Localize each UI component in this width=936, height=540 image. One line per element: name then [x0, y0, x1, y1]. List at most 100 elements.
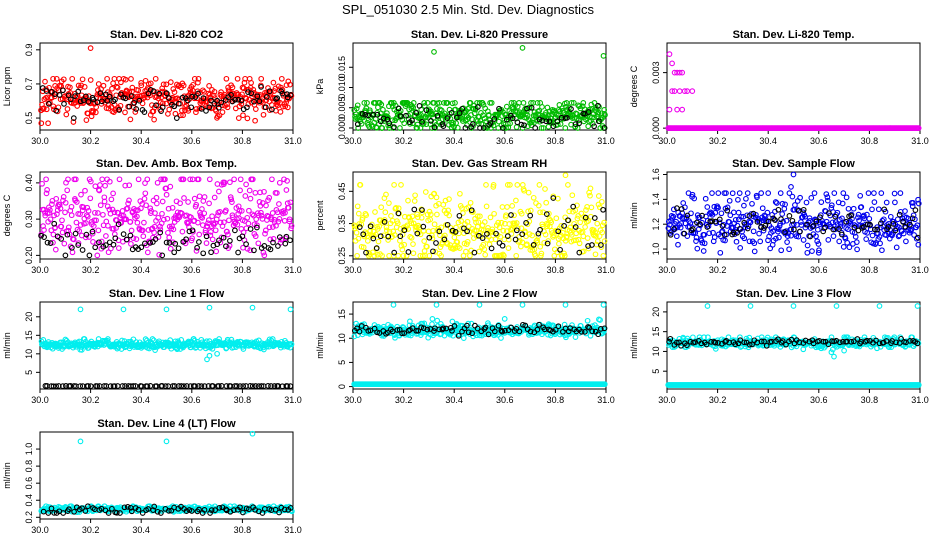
secondary-point [128, 93, 135, 99]
x-tick-label: 30.6 [496, 136, 514, 146]
y-axis-label: degrees C [629, 65, 639, 107]
y-tick-label: 0.5 [24, 112, 34, 125]
primary-point [182, 107, 188, 114]
primary-point [765, 190, 772, 196]
secondary-point [354, 121, 361, 128]
primary-point [804, 249, 811, 256]
x-tick-label: 30.8 [861, 395, 879, 405]
secondary-point [409, 117, 415, 124]
primary-point [797, 194, 803, 201]
secondary-point [56, 92, 63, 98]
primary-point [244, 115, 251, 122]
primary-point [126, 89, 133, 95]
secondary-point [208, 249, 214, 256]
secondary-point [228, 92, 234, 98]
primary-point [700, 248, 707, 254]
secondary-point [518, 121, 525, 128]
primary-point [594, 220, 601, 227]
primary-point [125, 200, 131, 207]
primary-point [42, 78, 48, 85]
x-tick-label: 30.8 [547, 395, 565, 405]
primary-point [135, 176, 142, 183]
primary-point [355, 210, 362, 217]
primary-point [61, 240, 68, 247]
primary-point [138, 82, 145, 89]
primary-point [525, 189, 532, 196]
primary-point [853, 239, 860, 245]
primary-point [572, 334, 579, 340]
primary-point [100, 211, 106, 218]
primary-point [737, 245, 744, 251]
secondary-point [166, 95, 172, 101]
y-tick-label: 1.4 [651, 193, 661, 206]
primary-point [115, 245, 122, 251]
y-axis-label: percent [315, 200, 325, 231]
chart-title: Stan. Dev. Amb. Box Temp. [96, 158, 237, 170]
primary-point [191, 195, 198, 202]
primary-point [744, 190, 751, 196]
secondary-point [122, 95, 129, 102]
primary-point [122, 109, 128, 116]
primary-point [758, 190, 765, 196]
primary-point [598, 198, 605, 205]
primary-point [844, 239, 851, 246]
primary-point [412, 192, 418, 199]
secondary-point [462, 125, 469, 131]
primary-point [90, 108, 96, 115]
secondary-point [564, 115, 570, 121]
primary-point [444, 100, 451, 106]
y-tick-label: 0.45 [337, 183, 347, 201]
secondary-point [416, 103, 423, 109]
primary-point [584, 317, 591, 324]
secondary-point [440, 123, 447, 129]
primary-point [64, 187, 71, 194]
primary-point [181, 195, 187, 201]
primary-point [410, 100, 417, 106]
primary-point [392, 102, 399, 109]
primary-point [536, 107, 543, 114]
secondary-point [175, 245, 182, 252]
y-tick-label: 20 [651, 307, 661, 317]
primary-point [476, 248, 482, 255]
primary-point [855, 211, 862, 218]
x-tick-label: 31.0 [911, 136, 929, 146]
primary-point [505, 245, 512, 251]
chart-panel-4: Stan. Dev. Amb. Box Temp.degrees C30.0 30… [2, 158, 302, 275]
secondary-point [359, 111, 366, 117]
primary-point [808, 195, 815, 201]
y-tick-label: 0.000 [337, 117, 347, 140]
secondary-point [243, 241, 249, 247]
secondary-point [147, 87, 154, 93]
primary-point [105, 105, 112, 112]
primary-point [751, 248, 758, 255]
primary-point [223, 75, 230, 82]
secondary-point [786, 213, 793, 219]
y-axis-label: ml/min [2, 332, 12, 359]
y-tick-label: 10 [24, 349, 34, 359]
x-tick-label: 30.0 [31, 136, 49, 146]
x-tick-label: 30.0 [658, 265, 676, 275]
primary-point [854, 246, 860, 253]
x-tick-label: 30.8 [547, 136, 565, 146]
primary-point [97, 182, 103, 188]
primary-point [386, 252, 392, 259]
primary-point [375, 238, 382, 245]
primary-point [836, 238, 843, 245]
primary-point [100, 82, 107, 89]
primary-point [239, 91, 245, 98]
primary-point [879, 247, 885, 254]
x-tick-label: 30.6 [810, 395, 828, 405]
primary-point [69, 249, 76, 256]
secondary-point [477, 125, 483, 131]
secondary-point [912, 207, 919, 213]
primary-point [269, 176, 275, 183]
x-tick-label: 31.0 [911, 395, 929, 405]
primary-point [167, 79, 174, 85]
secondary-point [189, 93, 195, 100]
y-tick-label: 15 [337, 309, 347, 319]
secondary-point [499, 125, 506, 131]
secondary-point [269, 106, 275, 113]
primary-point [883, 199, 890, 206]
